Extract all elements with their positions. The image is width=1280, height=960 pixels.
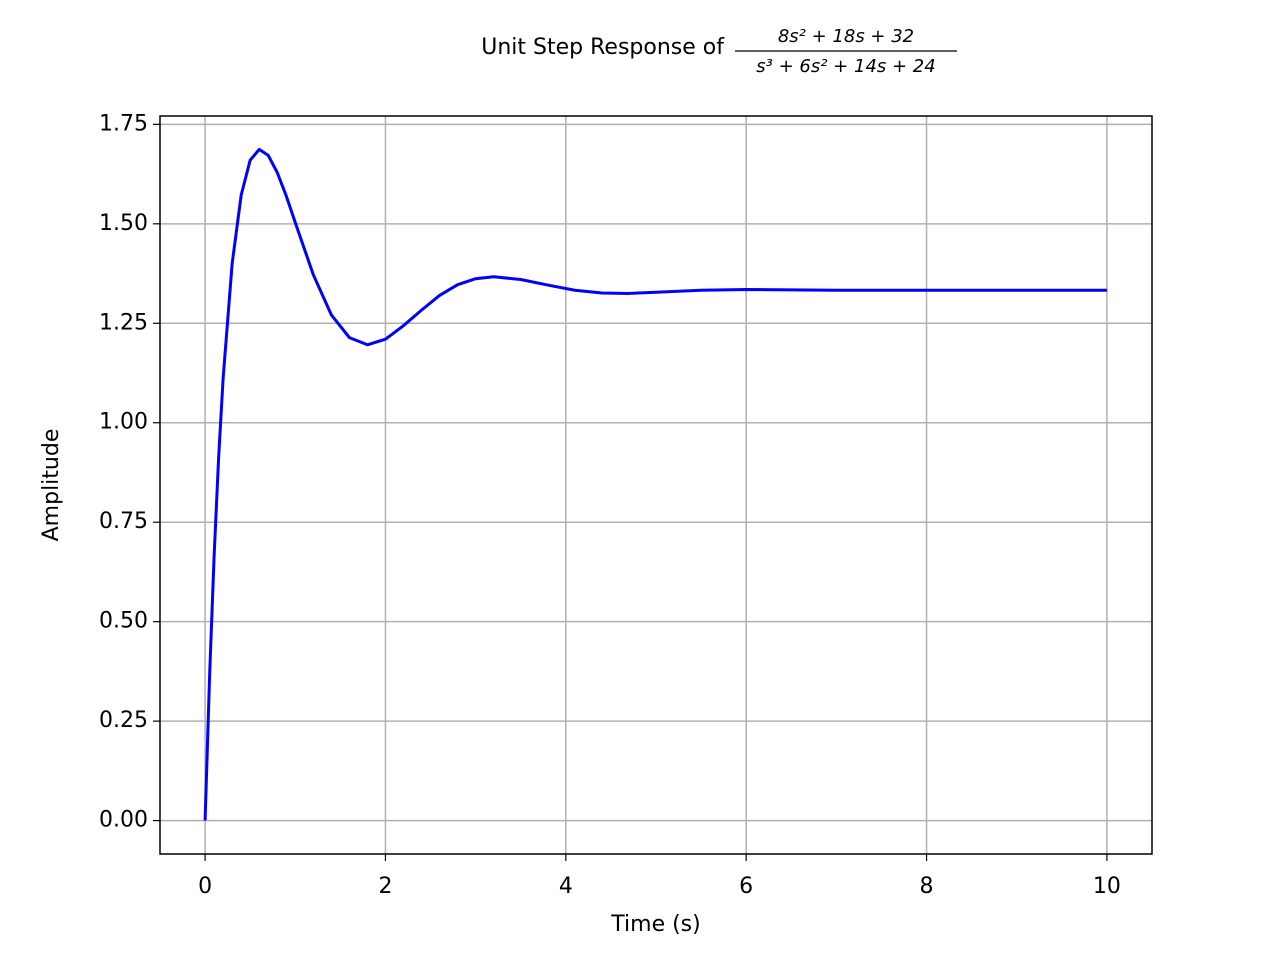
x-tick-label: 6 — [739, 874, 753, 899]
data-line — [203, 147, 1107, 821]
axes-frame — [159, 115, 1153, 855]
y-tick-label: 0.50 — [99, 609, 148, 634]
y-tick-label: 1.00 — [99, 410, 148, 435]
title-denominator: s³ + 6s² + 14s + 24 — [756, 56, 935, 77]
y-tick-label: 1.75 — [99, 111, 148, 136]
title-numerator: 8s² + 18s + 32 — [778, 26, 914, 47]
y-tick-label: 1.25 — [99, 310, 148, 335]
chart-title: Unit Step Response of — [481, 35, 725, 60]
y-tick-label: 1.50 — [99, 211, 148, 236]
y-axis-label: Amplitude — [39, 429, 64, 542]
x-tick-label: 4 — [559, 874, 573, 899]
y-tick-label: 0.75 — [99, 509, 148, 534]
x-tick-label: 2 — [378, 874, 392, 899]
plot-area: 0 2 4 6 8 10 0.00 0.25 0.50 0.75 1.00 1.25 1.50 1.75 — [99, 111, 1153, 899]
x-axis-label: Time (s) — [610, 912, 700, 937]
x-tick-label: 0 — [198, 874, 212, 899]
x-tick-label: 8 — [920, 874, 934, 899]
x-tick-label: 10 — [1093, 874, 1121, 899]
y-tick-label: 0.25 — [99, 708, 148, 733]
y-tick-label: 0.00 — [99, 808, 148, 833]
